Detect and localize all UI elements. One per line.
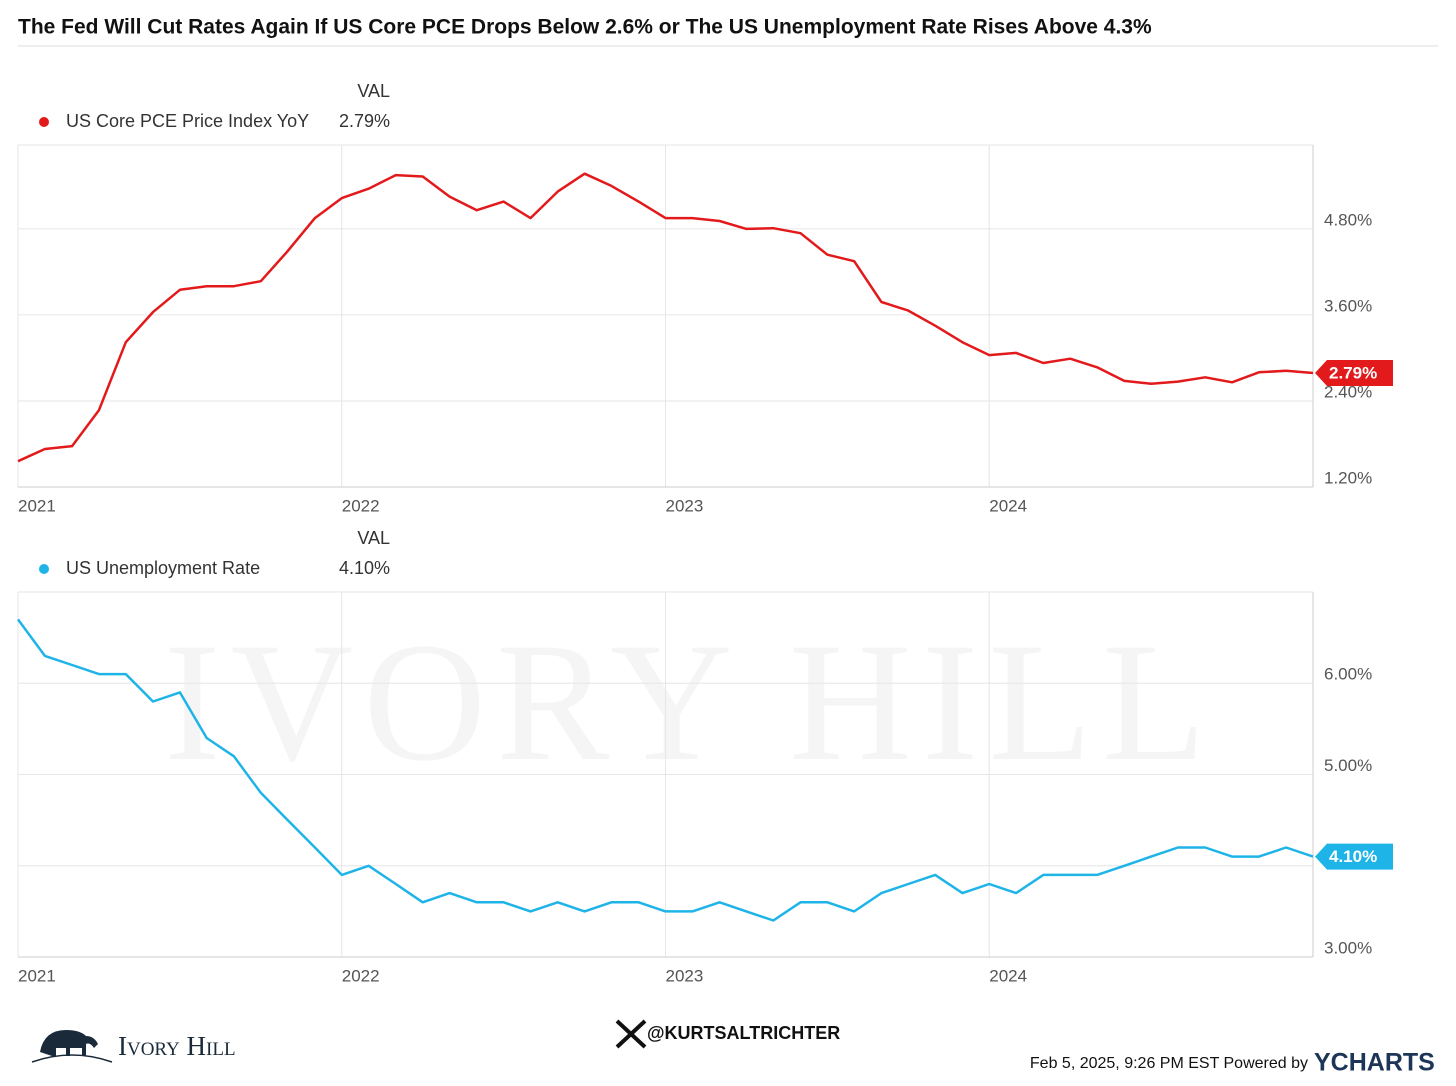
x-tick-label: 2021	[18, 496, 56, 515]
handle: @KURTSALTRICHTER	[647, 1023, 840, 1043]
y-tick-label: 4.80%	[1324, 210, 1372, 229]
x-tick-label: 2023	[666, 496, 704, 515]
timestamp: Feb 5, 2025, 9:26 PM EST Powered by	[1030, 1055, 1308, 1072]
legend-marker	[39, 117, 49, 127]
legend-value: 2.79%	[339, 111, 390, 131]
y-tick-label: 3.00%	[1324, 938, 1372, 957]
y-tick-label: 1.20%	[1324, 468, 1372, 487]
title: The Fed Will Cut Rates Again If US Core …	[18, 16, 1152, 39]
value-flag-label: 2.79%	[1329, 363, 1377, 382]
brand: Ivory Hill	[118, 1031, 236, 1061]
legend-marker	[39, 564, 49, 574]
x-tick-label: 2024	[989, 496, 1027, 515]
brand-logo	[31, 1030, 113, 1063]
y-tick-label: 6.00%	[1324, 665, 1372, 684]
y-tick-label: 2.40%	[1324, 382, 1372, 401]
value-flag	[1315, 360, 1393, 386]
x-tick-label: 2024	[989, 966, 1027, 985]
legend-header: VAL	[357, 81, 390, 101]
x-tick-label: 2022	[342, 966, 380, 985]
series-line	[16, 618, 1314, 922]
x-tick-label: 2023	[666, 966, 704, 985]
x-logo	[615, 1019, 647, 1049]
legend-header: VAL	[357, 528, 390, 548]
value-flag-label: 4.10%	[1329, 847, 1377, 866]
series-line	[17, 172, 1314, 463]
x-tick-label: 2021	[18, 966, 56, 985]
y-tick-label: 3.60%	[1324, 296, 1372, 315]
value-flag	[1315, 843, 1393, 870]
watermark: Ivory Hill	[164, 608, 1216, 796]
provider: YCHARTS	[1314, 1049, 1435, 1077]
legend-label: US Unemployment Rate	[66, 558, 260, 578]
x-tick-label: 2022	[342, 496, 380, 515]
legend-label: US Core PCE Price Index YoY	[66, 111, 309, 131]
legend-value: 4.10%	[339, 558, 390, 578]
y-tick-label: 5.00%	[1324, 756, 1372, 775]
